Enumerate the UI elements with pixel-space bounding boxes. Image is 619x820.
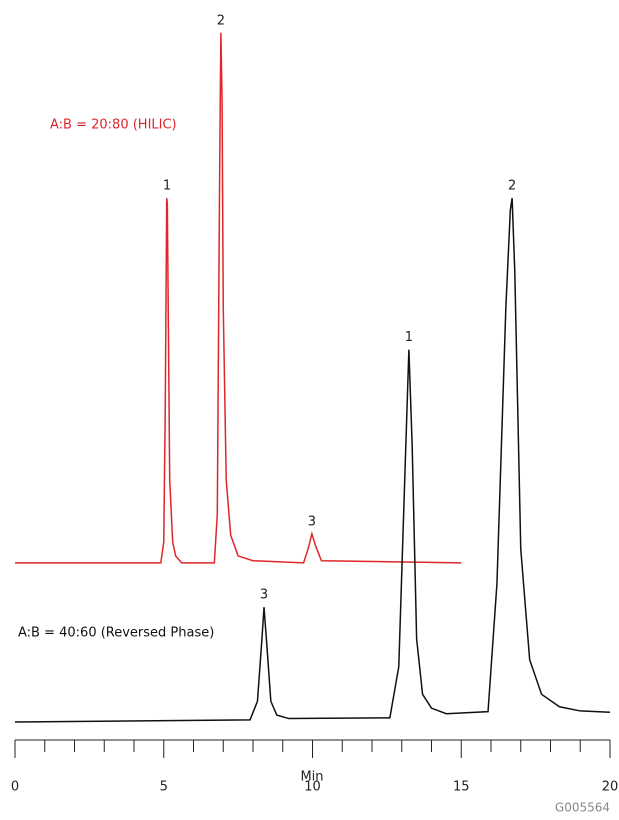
x-tick-label: 20 (602, 780, 619, 795)
peak-label: 1 (163, 179, 171, 194)
peak-label: 3 (260, 588, 268, 603)
x-tick-label: 0 (11, 780, 19, 795)
x-tick-label: 5 (160, 780, 168, 795)
peak-label: 2 (217, 13, 225, 28)
trace (15, 32, 462, 564)
peak-label: 2 (508, 179, 516, 194)
x-axis-label: Min (300, 770, 323, 785)
series-label: A:B = 40:60 (Reversed Phase) (18, 626, 214, 641)
footnote: G005564 (555, 801, 610, 815)
trace (14, 198, 611, 723)
x-tick-label: 15 (453, 780, 470, 795)
peak-label: 3 (308, 514, 316, 529)
x-tick-label: 10 (304, 780, 321, 795)
peak-label: 1 (405, 330, 413, 345)
series-label: A:B = 20:80 (HILIC) (50, 118, 177, 133)
